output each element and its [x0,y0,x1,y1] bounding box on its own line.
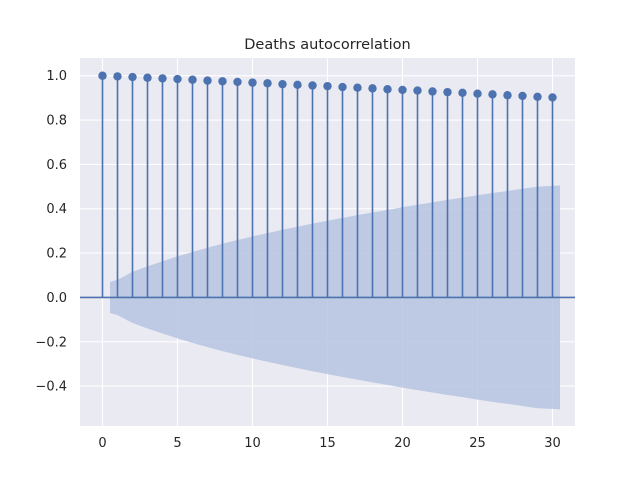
x-tick-label: 20 [394,436,411,451]
y-tick-label: −0.4 [35,380,67,395]
stem-marker [413,86,422,95]
stem-marker [488,90,497,99]
x-tick-label: 15 [319,436,336,451]
y-tick-label: 0.6 [46,158,67,173]
stem-marker [323,81,332,91]
stem-marker [308,81,317,90]
stem-marker [458,88,467,98]
stem-marker [503,91,512,100]
y-tick-label: 0.4 [46,202,67,217]
stem-marker [443,87,452,97]
stem-marker [548,93,557,102]
stem-marker [98,71,107,80]
y-tick-label: 0.0 [46,291,67,306]
stem-series [80,71,575,299]
stem-marker [353,83,362,92]
stem-marker [248,78,257,87]
stem-marker [518,91,527,101]
stem-marker [293,80,302,90]
y-tick-label: 1.0 [46,69,67,84]
x-tick-label: 25 [469,436,486,451]
stem-marker [158,74,167,83]
stem-marker [338,82,347,92]
stem-marker [398,85,407,95]
stem-marker [203,76,212,85]
y-tick-label: 0.2 [46,247,67,262]
stem-marker [233,77,242,87]
x-tick-label: 5 [173,436,181,451]
x-tick-label: 10 [244,436,261,451]
stem-marker [473,89,482,98]
stem-marker [533,92,542,101]
stem-marker [173,74,182,84]
stem-marker [128,72,137,82]
stem-marker [383,85,392,94]
y-tick-label: 0.8 [46,114,67,129]
stem-marker [263,79,272,88]
y-tick-label: −0.2 [35,335,67,350]
stem-marker [278,79,287,89]
chart-title: Deaths autocorrelation [244,37,410,53]
stem-marker [188,75,197,84]
x-tick-label: 0 [98,436,106,451]
stem-marker [218,77,227,86]
stem-marker [368,84,377,93]
stem-marker [428,87,437,96]
stem-marker [143,73,152,82]
x-tick-label: 30 [544,436,561,451]
axis-ticks: 0 5 10 15 20 25 30 −0.4 −0.2 0.0 0.2 0.4 0.6 0.8 1.0 [35,69,560,451]
stem-marker [113,72,122,81]
